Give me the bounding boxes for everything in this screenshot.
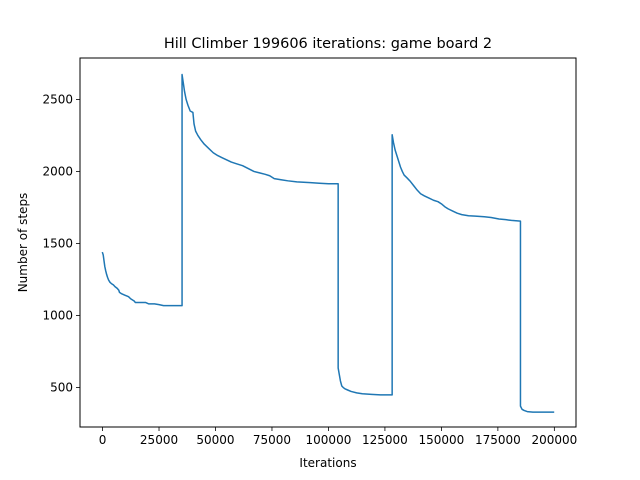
- chart-title: Hill Climber 199606 iterations: game boa…: [164, 36, 492, 52]
- x-tick-label: 50000: [196, 433, 234, 447]
- y-tick-label: 1000: [42, 308, 73, 322]
- x-tick-label: 125000: [362, 433, 408, 447]
- x-tick-label: 175000: [475, 433, 521, 447]
- x-tick-label: 200000: [531, 433, 577, 447]
- y-tick-label: 2000: [42, 164, 73, 178]
- x-axis: 0 25000 50000 75000 100000 125000 150000 175000…: [99, 427, 577, 447]
- x-axis-label: Iterations: [299, 456, 356, 470]
- y-tick-label: 2500: [42, 92, 73, 106]
- y-axis: 500 1000 1500 2000 2500: [42, 92, 80, 394]
- x-tick-label: 25000: [140, 433, 178, 447]
- y-tick-label: 1500: [42, 236, 73, 250]
- x-tick-label: 100000: [306, 433, 352, 447]
- y-axis-label: Number of steps: [16, 193, 30, 293]
- series-line-steps: [101, 73, 555, 413]
- x-tick-label: 0: [99, 433, 107, 447]
- y-tick-label: 500: [50, 380, 73, 394]
- axes-frame: [79, 57, 577, 428]
- series-layer: [101, 73, 555, 413]
- x-tick-label: 75000: [253, 433, 291, 447]
- x-tick-label: 150000: [418, 433, 464, 447]
